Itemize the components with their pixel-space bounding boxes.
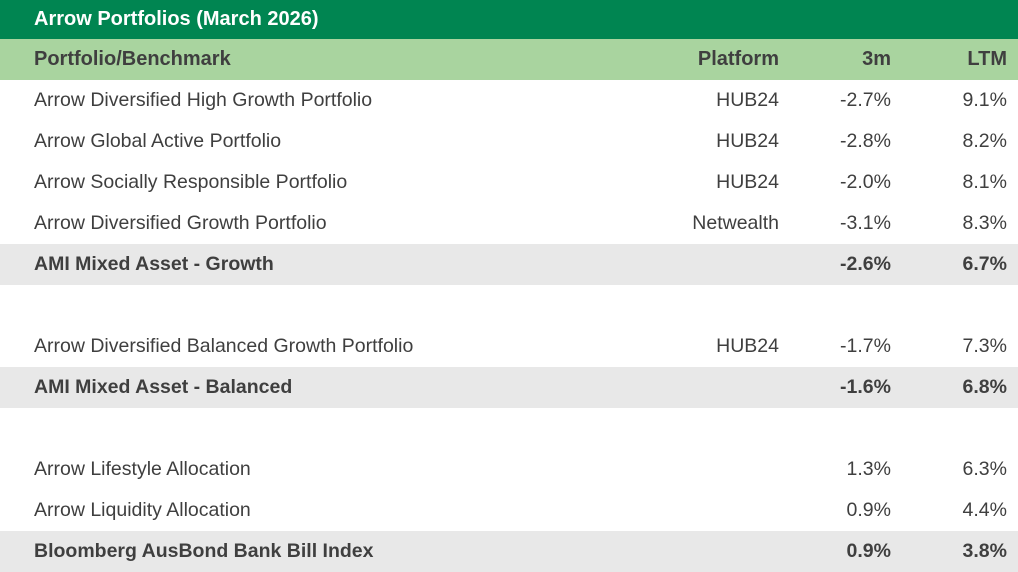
portfolio-name-cell: Arrow Lifestyle Allocation [34, 458, 251, 480]
table-title: Arrow Portfolios (March 2026) [34, 8, 319, 30]
portfolio-name-cell: Bloomberg AusBond Bank Bill Index [34, 540, 374, 562]
3m-return-cell [779, 408, 891, 449]
ltm-return-cell [891, 285, 1007, 326]
ltm-return-cell: 9.1% [962, 89, 1007, 111]
3m-return-cell: -3.1% [840, 212, 891, 234]
ltm-return-cell: 8.2% [962, 130, 1007, 152]
3m-return-cell: -1.7% [840, 335, 891, 357]
portfolio-name-cell [0, 285, 559, 326]
3m-return-cell: -1.6% [840, 376, 891, 398]
column-header-platform: Platform [697, 48, 779, 70]
platform-cell: HUB24 [716, 130, 779, 152]
ltm-return-cell: 8.1% [962, 171, 1007, 193]
portfolio-name-cell [0, 408, 559, 449]
portfolio-name-cell: AMI Mixed Asset - Growth [34, 253, 274, 275]
platform-cell [559, 449, 779, 490]
3m-return-cell: 1.3% [846, 458, 891, 480]
portfolio-name-cell: Arrow Global Active Portfolio [34, 130, 282, 152]
portfolio-name-cell: Arrow Socially Responsible Portfolio [34, 171, 348, 193]
table-row: Arrow Liquidity Allocation 0.9% 4.4% [0, 490, 1018, 531]
ltm-return-cell: 3.8% [962, 540, 1007, 562]
table-row [0, 408, 1018, 449]
ltm-return-cell: 4.4% [962, 499, 1007, 521]
ltm-return-cell: 6.8% [962, 376, 1007, 398]
3m-return-cell: -2.6% [840, 253, 891, 275]
portfolio-name-cell: Arrow Diversified High Growth Portfolio [34, 89, 373, 111]
portfolio-name-cell: Arrow Liquidity Allocation [34, 499, 251, 521]
column-header-row: Portfolio/Benchmark Platform 3m LTM [0, 39, 1018, 80]
table-row: Arrow Diversified Growth Portfolio Netwe… [0, 203, 1018, 244]
3m-return-cell: 0.9% [846, 540, 891, 562]
column-header-3m: 3m [862, 48, 891, 70]
table-row: Arrow Socially Responsible Portfolio HUB… [0, 162, 1018, 203]
table-row: Bloomberg AusBond Bank Bill Index 0.9% 3… [0, 531, 1018, 572]
table-title-bar: Arrow Portfolios (March 2026) [0, 0, 1018, 39]
column-header-portfolio-benchmark: Portfolio/Benchmark [34, 48, 231, 70]
3m-return-cell [779, 285, 891, 326]
table-row: AMI Mixed Asset - Growth -2.6% 6.7% [0, 244, 1018, 285]
platform-cell: HUB24 [716, 335, 779, 357]
platform-cell: Netwealth [692, 212, 779, 234]
platform-cell: HUB24 [716, 89, 779, 111]
ltm-return-cell: 7.3% [962, 335, 1007, 357]
ltm-return-cell: 8.3% [962, 212, 1007, 234]
ltm-return-cell: 6.3% [962, 458, 1007, 480]
platform-cell [559, 490, 779, 531]
3m-return-cell: -2.0% [840, 171, 891, 193]
table-row: Arrow Diversified Balanced Growth Portfo… [0, 326, 1018, 367]
portfolio-name-cell: Arrow Diversified Balanced Growth Portfo… [34, 335, 414, 357]
platform-cell [559, 531, 779, 572]
table-row: Arrow Global Active Portfolio HUB24 -2.8… [0, 121, 1018, 162]
table-row: Arrow Diversified High Growth Portfolio … [0, 80, 1018, 121]
platform-cell [559, 408, 779, 449]
table-row [0, 285, 1018, 326]
platform-cell [559, 285, 779, 326]
platform-cell [559, 244, 779, 285]
platform-cell [559, 367, 779, 408]
table-row: Arrow Lifestyle Allocation 1.3% 6.3% [0, 449, 1018, 490]
ltm-return-cell [891, 408, 1007, 449]
3m-return-cell: -2.7% [840, 89, 891, 111]
table-row: AMI Mixed Asset - Balanced -1.6% 6.8% [0, 367, 1018, 408]
table-body: Arrow Diversified High Growth Portfolio … [0, 80, 1018, 572]
platform-cell: HUB24 [716, 171, 779, 193]
portfolio-name-cell: AMI Mixed Asset - Balanced [34, 376, 293, 398]
portfolio-name-cell: Arrow Diversified Growth Portfolio [34, 212, 327, 234]
3m-return-cell: 0.9% [846, 499, 891, 521]
column-header-ltm: LTM [967, 48, 1007, 70]
ltm-return-cell: 6.7% [962, 253, 1007, 275]
3m-return-cell: -2.8% [840, 130, 891, 152]
